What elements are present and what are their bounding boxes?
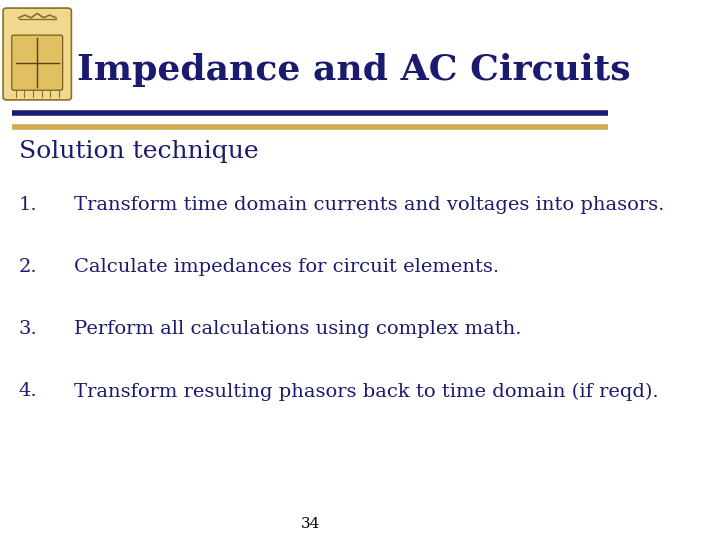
- Text: 1.: 1.: [19, 196, 37, 214]
- Text: Solution technique: Solution technique: [19, 140, 258, 163]
- Text: 3.: 3.: [19, 320, 37, 339]
- Text: Impedance and AC Circuits: Impedance and AC Circuits: [77, 53, 631, 87]
- Text: 34: 34: [301, 517, 320, 531]
- Text: Transform time domain currents and voltages into phasors.: Transform time domain currents and volta…: [74, 196, 665, 214]
- Text: Perform all calculations using complex math.: Perform all calculations using complex m…: [74, 320, 522, 339]
- Text: Transform resulting phasors back to time domain (if reqd).: Transform resulting phasors back to time…: [74, 382, 659, 401]
- Text: 4.: 4.: [19, 382, 37, 401]
- FancyBboxPatch shape: [12, 35, 63, 90]
- FancyBboxPatch shape: [3, 8, 71, 100]
- Text: Calculate impedances for circuit elements.: Calculate impedances for circuit element…: [74, 258, 500, 276]
- Text: 2.: 2.: [19, 258, 37, 276]
